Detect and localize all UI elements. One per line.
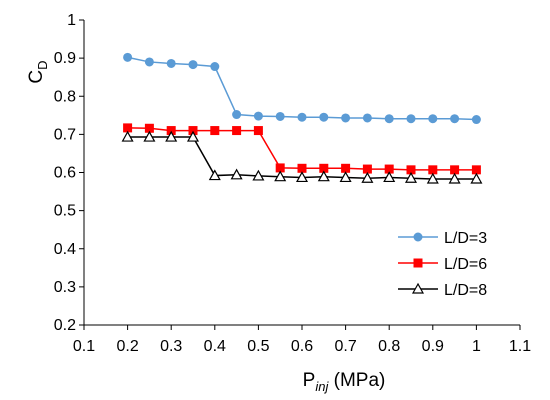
x-tick-label: 0.9	[422, 338, 444, 355]
data-point	[253, 111, 263, 121]
x-tick-label: 0.6	[291, 338, 313, 355]
legend-item: L/D=3	[398, 230, 487, 247]
legend-marker	[411, 282, 425, 294]
data-point	[144, 57, 154, 67]
data-point	[166, 58, 176, 68]
series-line	[127, 56, 477, 121]
x-tick-label: 0.3	[160, 338, 182, 355]
data-point	[186, 130, 200, 142]
legend-label: L/D=6	[444, 256, 487, 273]
data-point	[317, 170, 330, 182]
data-point	[450, 114, 460, 124]
data-point	[471, 165, 481, 175]
legend-item: L/D=6	[398, 256, 487, 273]
y-tick-label: 0.3	[54, 279, 76, 296]
x-axis-title: Pinj (MPa)	[303, 370, 386, 394]
legend-marker	[413, 258, 423, 268]
y-tick-label: 0.8	[54, 88, 76, 105]
y-axis-title: CD	[26, 60, 50, 83]
x-tick-label: 0.8	[378, 338, 400, 355]
data-point	[123, 123, 133, 133]
data-point	[426, 172, 439, 184]
data-point	[404, 171, 418, 183]
series-1	[123, 52, 481, 125]
x-axis-title-main: P	[303, 370, 316, 391]
data-point	[275, 111, 285, 121]
data-point	[121, 130, 134, 142]
data-point	[210, 126, 220, 136]
data-point	[297, 163, 307, 173]
data-point	[165, 130, 178, 142]
data-point	[232, 110, 242, 120]
data-point	[210, 62, 220, 72]
data-point	[339, 171, 352, 183]
data-point	[448, 172, 461, 184]
data-point	[470, 172, 483, 184]
y-axis-title-sub: D	[35, 60, 50, 69]
legend-label: L/D=8	[444, 282, 487, 299]
data-point	[297, 112, 307, 122]
y-tick-label: 0.9	[54, 50, 76, 67]
data-point	[319, 112, 329, 122]
x-tick-label: 0.4	[204, 338, 226, 355]
data-point	[253, 126, 263, 136]
y-tick-label: 0.6	[54, 165, 76, 182]
data-point	[341, 163, 351, 173]
data-point	[252, 169, 265, 181]
data-point	[406, 114, 416, 124]
x-axis-ticks: 0.1 0.2 0.3 0.4 0.5 0.6 0.7 0.8 0.9 1 1.1	[73, 325, 531, 355]
x-axis-title-sub: inj	[315, 379, 329, 394]
data-point	[208, 169, 221, 181]
series-line	[127, 127, 477, 171]
data-point	[295, 171, 309, 183]
series-3	[121, 130, 483, 184]
data-point	[232, 126, 242, 136]
data-point	[361, 171, 374, 183]
x-tick-label: 0.7	[334, 338, 356, 355]
data-point	[471, 115, 481, 125]
y-axis-ticks: 0.2 0.3 0.4 0.5 0.6 0.7 0.8 0.9 1	[54, 12, 84, 334]
legend-item: L/D=8	[398, 282, 487, 299]
data-point	[362, 113, 372, 123]
data-point	[450, 165, 460, 175]
series-layer	[121, 52, 483, 184]
data-point	[428, 165, 438, 175]
data-point	[123, 52, 133, 62]
y-tick-label: 0.4	[54, 241, 76, 258]
y-tick-label: 1	[67, 12, 76, 29]
y-axis-title-main: C	[26, 70, 47, 84]
data-point	[341, 113, 351, 123]
data-point	[143, 130, 156, 142]
legend-marker	[413, 232, 423, 242]
data-point	[362, 164, 372, 174]
x-tick-label: 1.1	[509, 338, 531, 355]
legend-label: L/D=3	[444, 230, 487, 247]
x-tick-label: 0.5	[247, 338, 269, 355]
x-axis-title-unit: (MPa)	[328, 370, 385, 391]
legend: L/D=3 L/D=6 L/D=8	[398, 230, 487, 299]
data-point	[230, 168, 243, 180]
data-point	[274, 170, 287, 182]
x-tick-label: 0.1	[73, 338, 95, 355]
data-point	[428, 114, 438, 124]
y-tick-label: 0.5	[54, 203, 76, 220]
y-tick-label: 0.7	[54, 126, 76, 143]
data-point	[188, 60, 198, 70]
data-point	[384, 114, 394, 124]
series-2	[123, 123, 481, 175]
x-tick-label: 1	[472, 338, 481, 355]
data-point	[383, 171, 396, 183]
x-tick-label: 0.2	[116, 338, 138, 355]
y-tick-label: 0.2	[54, 317, 76, 334]
